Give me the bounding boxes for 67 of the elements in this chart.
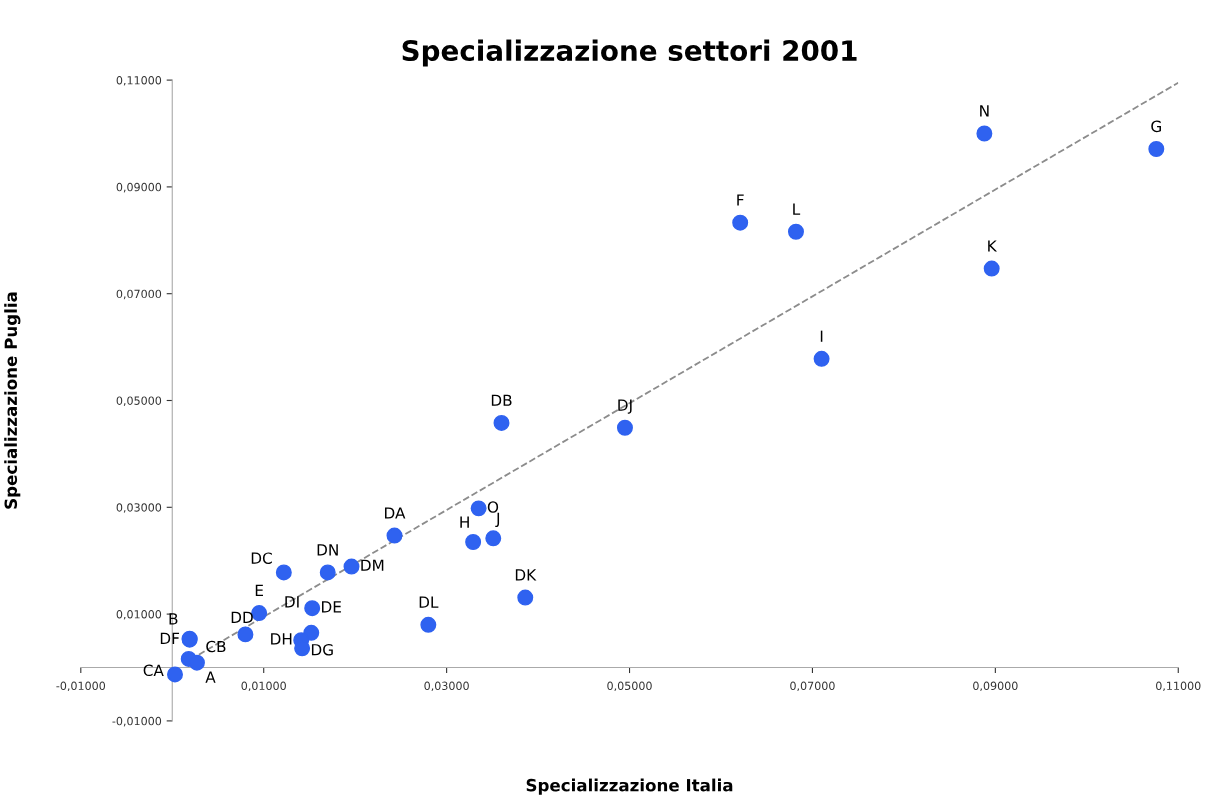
x-tick-label: -0,01000 [56, 681, 106, 692]
annotation: DL [419, 596, 439, 608]
annotation: DN [317, 544, 338, 556]
annotation: DI [285, 596, 299, 608]
point [188, 654, 205, 671]
annotation: CA [143, 664, 164, 677]
annotation: O [487, 501, 499, 513]
annotation: DH [271, 633, 292, 645]
x-tick-label: 0,09000 [973, 681, 1018, 692]
point [813, 350, 830, 367]
annotation: E [255, 584, 263, 596]
annotation: DG [311, 643, 333, 656]
point [983, 260, 1000, 277]
annotation: DF [160, 632, 180, 644]
annotation: B [169, 613, 178, 625]
point [788, 223, 804, 240]
point [420, 616, 437, 633]
annotation: L [793, 203, 801, 215]
annotation: A [205, 671, 216, 683]
point [465, 534, 482, 550]
y-tick-label: 0,03000 [116, 503, 162, 513]
point [275, 564, 292, 581]
x-tick-label: 0,03000 [424, 681, 469, 692]
x-tick-label: 0,01000 [241, 681, 286, 692]
point [343, 558, 360, 575]
annotation: CB [206, 640, 226, 653]
annotation: G [1151, 120, 1161, 133]
y-tick-label: -0,01000 [112, 716, 162, 727]
point [976, 125, 993, 142]
annotation: DK [515, 569, 537, 581]
point [493, 414, 510, 431]
annotation: DA [385, 507, 406, 519]
y-tick-label: 0,09000 [116, 182, 162, 193]
annotation: H [460, 516, 469, 528]
annotation: F [737, 194, 744, 206]
y-tick-label: 0,11000 [116, 76, 162, 86]
point [251, 605, 268, 622]
annotation: I [820, 330, 823, 342]
point [470, 500, 487, 517]
point [237, 626, 254, 643]
x-tick-label: 0,11000 [1156, 681, 1201, 692]
annotation: J [495, 512, 500, 528]
annotation: DD [231, 611, 253, 623]
point [386, 527, 403, 544]
point [167, 666, 183, 683]
annotation: N [980, 105, 989, 117]
annotation: DE [322, 601, 341, 613]
point [517, 589, 534, 606]
x-tick-label: 0,07000 [790, 681, 835, 692]
annotation: K [988, 240, 998, 252]
y-tick-label: 0,01000 [116, 610, 162, 620]
point [319, 564, 336, 581]
y-axis-title: Specializzazione Puglia [4, 292, 21, 509]
point [485, 530, 502, 547]
point [304, 600, 321, 617]
point [732, 214, 749, 231]
point [1148, 141, 1165, 157]
annotation: DC [251, 552, 272, 564]
annotation: DB [491, 394, 512, 406]
x-axis-title: Specializzazione Italia [526, 778, 733, 795]
annotation: DJ [618, 399, 632, 414]
y-tick-label: 0,07000 [116, 289, 162, 300]
chart-title: Specializzazione settori 2001 [402, 39, 857, 67]
annotation: DM [361, 559, 384, 571]
x-tick-label: 0,05000 [607, 681, 652, 692]
y-tick-label: 0,05000 [116, 396, 162, 407]
point [616, 419, 633, 436]
